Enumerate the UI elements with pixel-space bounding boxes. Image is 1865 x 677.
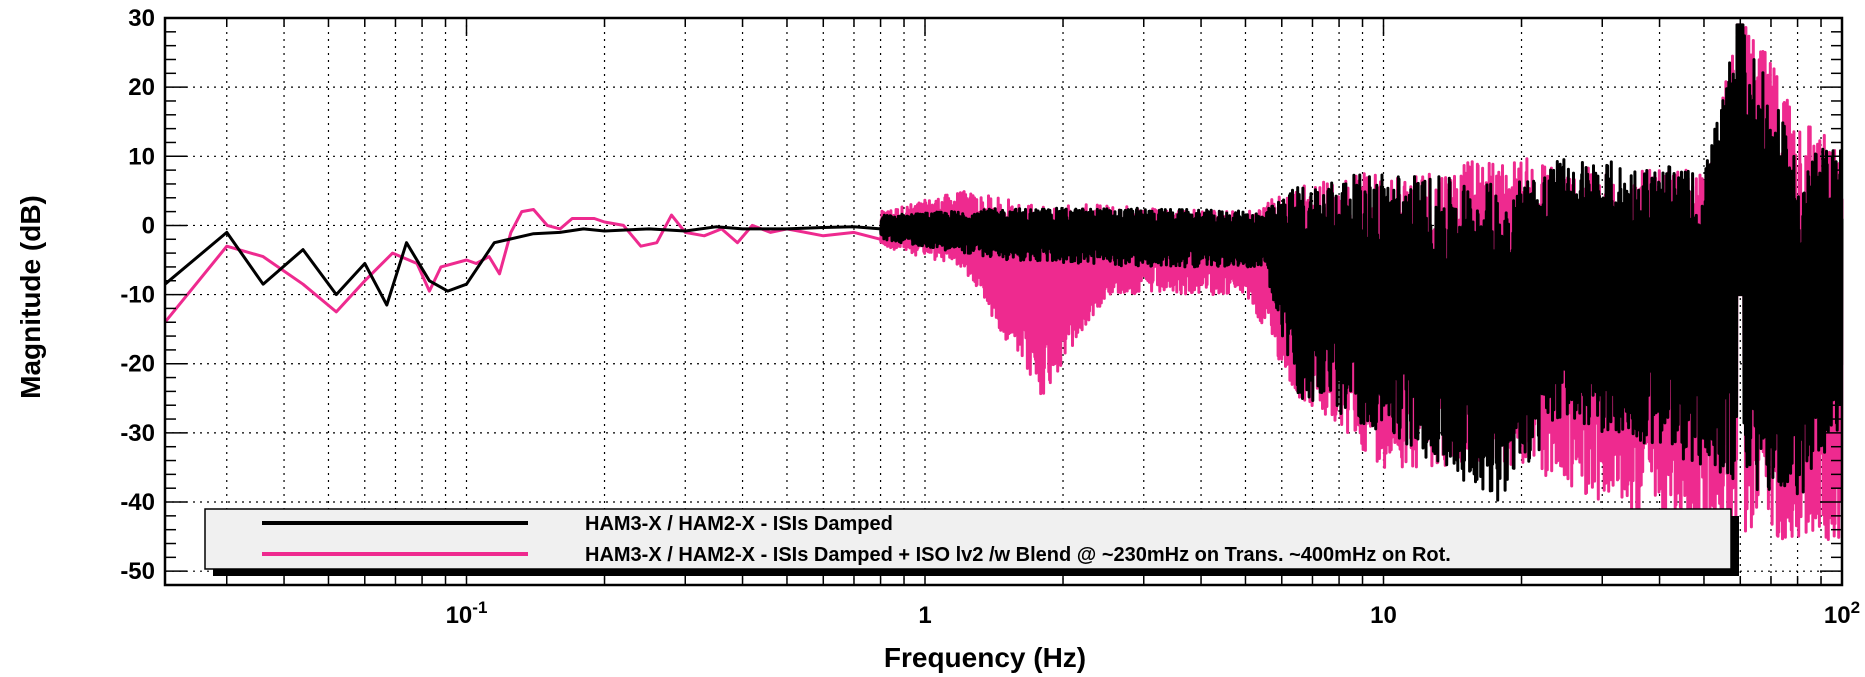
axis-ticks [165,17,1842,586]
x-tick-label: 10-1 [446,598,488,629]
series-line-1 [164,23,1844,502]
x-axis-label: Frequency (Hz) [884,642,1086,673]
legend-box [204,508,1732,570]
y-tick-label: 30 [128,5,155,32]
y-tick-label: -10 [120,282,155,309]
x-tick-label: 102 [1824,598,1860,629]
y-tick-label: 10 [128,143,155,170]
x-tick-label: 10 [1370,602,1397,629]
legend-label-series-1: HAM3-X / HAM2-X - ISIs Damped [585,513,893,535]
y-tick-label: -50 [120,558,155,585]
plot-border [163,16,1844,587]
axis-tick-labels: 30 20 10 0 -10 -20 -30 -40 -50 10-1 1 10 102 [120,5,1860,629]
series-layer [163,23,1844,541]
plot-frame [163,16,1844,587]
y-tick-label: -40 [120,489,155,516]
y-tick-label: 0 [142,212,155,239]
x-tick-label: 1 [918,602,931,629]
y-axis-label: Magnitude (dB) [15,195,46,399]
y-tick-label: -20 [120,351,155,378]
legend-label-series-2: HAM3-X / HAM2-X - ISIs Damped + ISO lv2 … [585,544,1451,566]
legend: HAM3-X / HAM2-X - ISIs Damped HAM3-X / H… [204,508,1739,576]
y-tick-label: -30 [120,420,155,447]
y-tick-label: 20 [128,74,155,101]
